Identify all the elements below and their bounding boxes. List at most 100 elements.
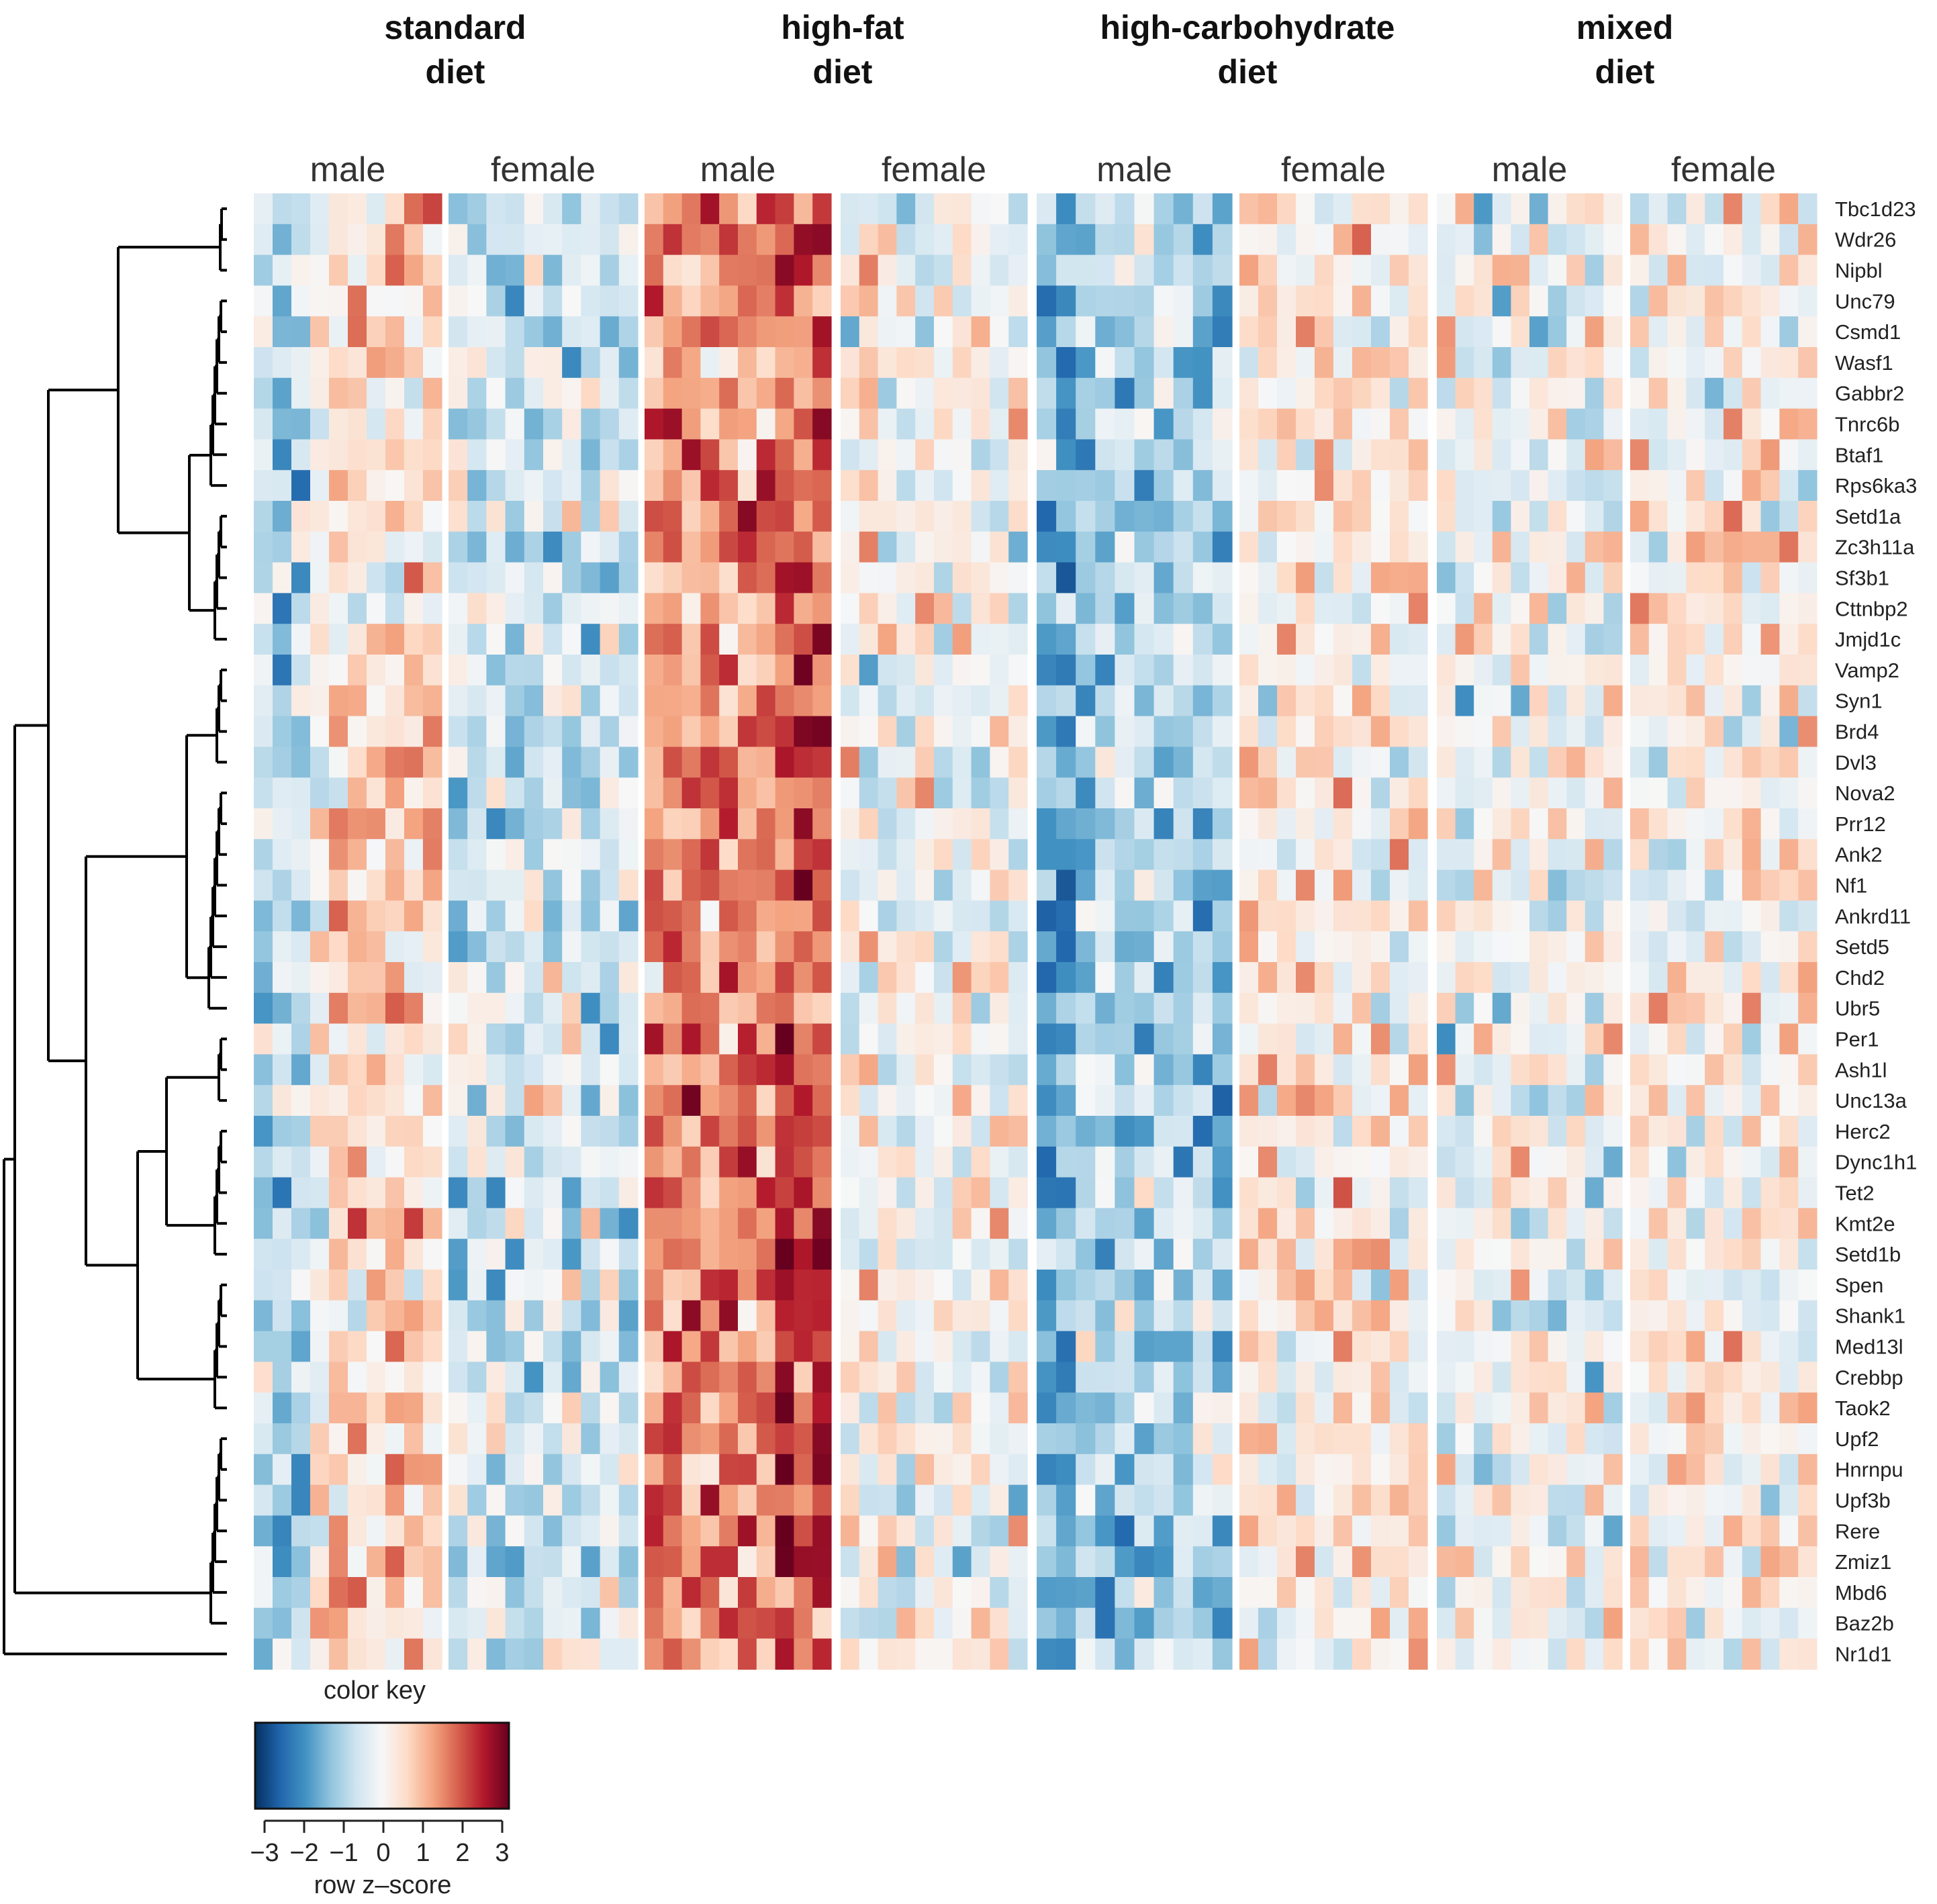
heatmap-cell — [1371, 1454, 1390, 1486]
heatmap-cell — [1585, 1484, 1604, 1516]
heatmap-cell — [1315, 839, 1334, 871]
heatmap-cell — [448, 716, 468, 747]
heatmap-cell — [600, 224, 620, 256]
heatmap-cell — [1667, 747, 1687, 778]
heatmap-cell — [1173, 624, 1194, 655]
heatmap-cell — [841, 347, 860, 379]
heatmap-cell — [486, 1454, 506, 1486]
heatmap-cell — [1076, 1239, 1096, 1270]
heatmap-cell — [618, 962, 639, 994]
heatmap-cell — [1529, 1577, 1549, 1609]
heatmap-cell — [700, 1638, 720, 1670]
dendrogram-branch — [218, 1298, 227, 1348]
heatmap-cell — [404, 1515, 424, 1547]
heatmap-cell — [1566, 685, 1586, 717]
heatmap-cell — [1352, 285, 1372, 317]
heatmap-cell — [329, 777, 348, 809]
heatmap-cell — [990, 1208, 1009, 1239]
heatmap-cell — [1212, 992, 1233, 1025]
heatmap-cell — [1529, 1177, 1549, 1208]
heatmap-cell — [1455, 1607, 1474, 1639]
heatmap-cell — [1277, 347, 1296, 379]
heatmap-cell — [1258, 408, 1278, 440]
heatmap-cell — [524, 777, 544, 809]
heatmap-cell — [1437, 1300, 1456, 1332]
heatmap-cell — [467, 1362, 487, 1393]
dendrogram-branch — [220, 1129, 227, 1163]
heatmap-cell — [1352, 931, 1372, 963]
heatmap-cell — [423, 193, 442, 225]
heatmap-cell — [990, 962, 1009, 994]
heatmap-cell — [1076, 1484, 1096, 1516]
heatmap-cell — [543, 808, 563, 840]
heatmap-cell — [1437, 377, 1456, 410]
heatmap-cell — [1239, 1454, 1259, 1486]
heatmap-cell — [1371, 992, 1390, 1025]
heatmap-cell — [423, 624, 442, 655]
heatmap-cell — [543, 1362, 563, 1393]
heatmap-cell — [291, 747, 311, 778]
heatmap-cell — [1723, 1638, 1743, 1670]
heatmap-cell — [1686, 347, 1705, 379]
gene-label: Wdr26 — [1835, 228, 1896, 252]
heatmap-cell — [1566, 1546, 1586, 1578]
heatmap-cell — [1390, 501, 1409, 532]
heatmap-cell — [1474, 1515, 1493, 1547]
heatmap-cell — [1511, 347, 1530, 379]
heatmap-cell — [600, 193, 620, 225]
heatmap-cell — [1492, 1300, 1511, 1332]
heatmap-cell — [841, 501, 860, 532]
heatmap-cell — [524, 1300, 544, 1332]
heatmap-cell — [1437, 1607, 1456, 1639]
heatmap-cell — [1056, 685, 1076, 717]
heatmap-cell — [775, 1331, 794, 1362]
heatmap-cell — [600, 1116, 620, 1147]
heatmap-cell — [1648, 685, 1668, 717]
heatmap-cell — [1134, 593, 1155, 624]
heatmap-cell — [756, 1546, 776, 1578]
heatmap-cell — [1134, 777, 1155, 809]
heatmap-cell — [505, 931, 525, 963]
heatmap-cell — [600, 931, 620, 963]
heatmap-cell — [618, 839, 639, 871]
heatmap-cell — [663, 193, 683, 225]
heatmap-cell — [1760, 347, 1780, 379]
heatmap-cell — [404, 1607, 424, 1639]
heatmap-cell — [1153, 1208, 1174, 1239]
heatmap-cell — [1390, 562, 1409, 593]
heatmap-cell — [467, 1638, 487, 1670]
heatmap-cell — [505, 869, 525, 901]
heatmap-cell — [404, 1177, 424, 1208]
heatmap-cell — [1455, 1638, 1474, 1670]
heatmap-cell — [1474, 992, 1493, 1025]
heatmap-cell — [1239, 1085, 1259, 1116]
heatmap-cell — [812, 347, 832, 379]
heatmap-cell — [1630, 562, 1650, 593]
heatmap-cell — [581, 716, 601, 747]
heatmap-cell — [448, 1454, 468, 1486]
heatmap-cell — [310, 1177, 330, 1208]
heatmap-cell — [467, 1392, 487, 1424]
heatmap-cell — [1437, 869, 1456, 901]
heatmap-cell — [756, 193, 776, 225]
heatmap-cell — [1798, 992, 1817, 1025]
heatmap-cell — [1333, 869, 1353, 901]
heatmap-cell — [1667, 224, 1687, 256]
diet-label: high-carbohydrate — [1100, 9, 1395, 46]
heatmap-cell — [1760, 962, 1780, 994]
heatmap-cell — [681, 1023, 701, 1055]
heatmap-cell — [1192, 347, 1213, 379]
heatmap-cell — [1008, 1607, 1028, 1639]
heatmap-cell — [934, 900, 953, 932]
heatmap-cell — [543, 1638, 563, 1670]
heatmap-cell — [1008, 501, 1028, 532]
heatmap-cell — [934, 1362, 953, 1393]
heatmap-cell — [1686, 1392, 1705, 1424]
heatmap-cell — [775, 1362, 794, 1393]
heatmap-cell — [1315, 1423, 1334, 1455]
heatmap-cell — [1566, 962, 1586, 994]
heatmap-cell — [1315, 501, 1334, 532]
heatmap-cell — [1437, 1515, 1456, 1547]
heatmap-cell — [1686, 747, 1705, 778]
heatmap-cell — [1548, 254, 1567, 286]
